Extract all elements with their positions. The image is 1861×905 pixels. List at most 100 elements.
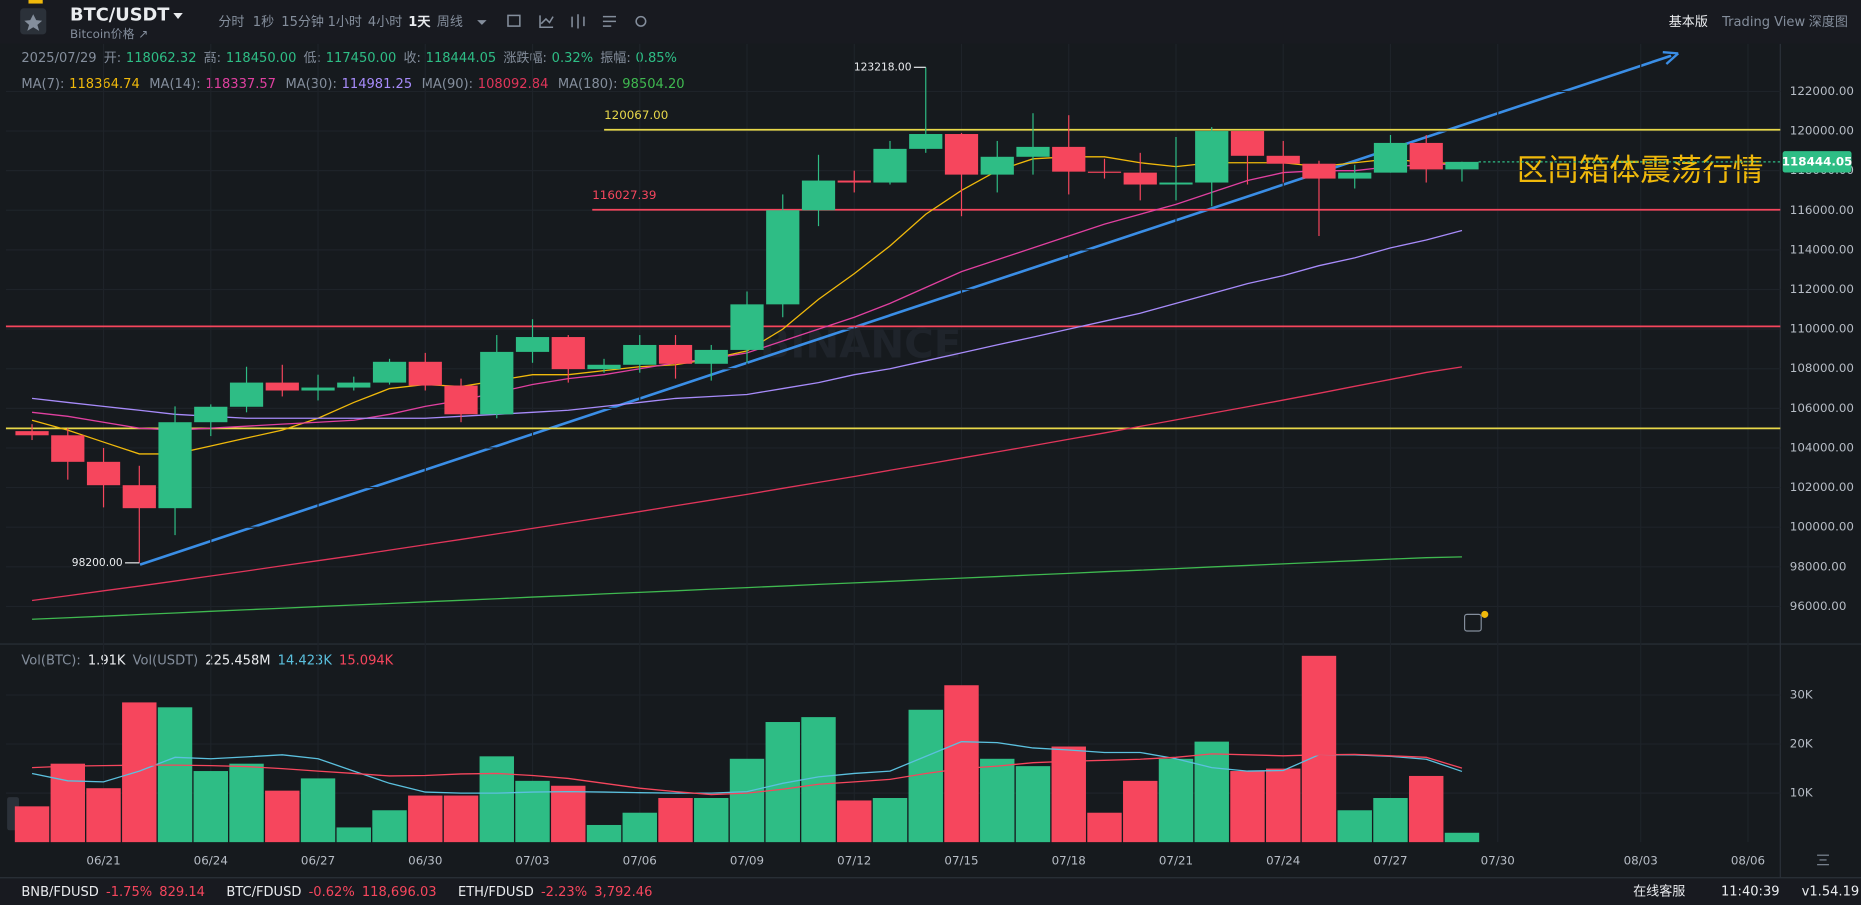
date: 2025/07/29	[21, 51, 96, 66]
volume-bar	[551, 785, 586, 843]
view-tabs: 基本版 Trading View 深度图	[1669, 14, 1848, 30]
candle-body	[1159, 182, 1193, 185]
ticker-price: 829.14	[159, 884, 205, 899]
indicator-icon[interactable]	[539, 15, 554, 29]
tool-icons	[507, 14, 647, 29]
x-tick-label: 08/06	[1731, 854, 1765, 868]
info-value: 0.85%	[636, 51, 677, 66]
symbol[interactable]: BTC/USDT	[70, 4, 170, 25]
volume-bar	[1087, 812, 1122, 843]
volume-bar	[622, 812, 657, 843]
axis-settings[interactable]	[1817, 854, 1829, 866]
x-tick-label: 08/03	[1624, 854, 1658, 868]
volume-ma-line	[32, 753, 1463, 796]
volume-bar	[944, 685, 979, 843]
view-tab[interactable]: 深度图	[1809, 14, 1848, 30]
vol-tick-label: 20K	[1790, 737, 1814, 751]
candle-body	[873, 148, 907, 183]
y-tick-label: 100000.00	[1790, 520, 1854, 534]
volume-bar	[980, 758, 1015, 843]
candle-body	[1195, 131, 1229, 183]
layout-icon[interactable]	[602, 15, 616, 27]
volume-bar	[1444, 832, 1480, 843]
watermark: BINANCE	[760, 320, 962, 367]
y-tick-label: 122000.00	[1790, 84, 1854, 98]
support[interactable]: 在线客服	[1633, 883, 1685, 899]
volume-bar	[765, 722, 800, 843]
x-tick-label: 06/21	[86, 854, 120, 868]
info-label: 振幅:	[600, 51, 631, 66]
volume-bar	[336, 827, 371, 843]
vol-tick-label: 10K	[1790, 786, 1814, 800]
info-value: 118450.00	[226, 51, 297, 66]
candle-body	[658, 344, 693, 364]
view-tab[interactable]: 基本版	[1669, 15, 1708, 30]
candle-body	[1302, 163, 1336, 179]
x-tick-label: 07/21	[1159, 854, 1193, 868]
volume-bar	[1123, 780, 1158, 843]
ticker-change: -2.23%	[541, 884, 587, 899]
interval-dropdown[interactable]	[477, 20, 487, 25]
candle-body	[408, 361, 442, 386]
volume-bar	[193, 771, 228, 843]
interval[interactable]: 1小时	[328, 15, 362, 30]
candle-body	[944, 134, 979, 175]
volume-bar	[1158, 758, 1194, 843]
ma-line	[31, 366, 1463, 602]
interval[interactable]: 周线	[437, 15, 463, 30]
candle-body	[51, 435, 85, 462]
vol-value: 1.91K	[88, 653, 126, 668]
x-tick-label: 07/06	[623, 854, 657, 868]
volume-bar	[14, 806, 50, 843]
candle-body	[86, 461, 121, 486]
x-tick-label: 07/09	[730, 854, 764, 868]
candle-body	[1373, 142, 1408, 173]
info-label: 开:	[104, 51, 121, 66]
interval[interactable]: 15分钟	[281, 14, 324, 30]
settings-icon[interactable]	[635, 15, 647, 27]
calendar-icon[interactable]	[507, 14, 521, 27]
interval[interactable]: 分时	[218, 15, 244, 30]
symbol-dropdown[interactable]	[173, 13, 183, 19]
status-bar	[0, 878, 1861, 905]
candle-icon[interactable]	[571, 14, 585, 29]
interval[interactable]: 1秒	[253, 15, 274, 30]
candle-body	[837, 180, 871, 183]
y-tick-label: 108000.00	[1790, 361, 1854, 375]
ma-name: MA(30):	[285, 77, 336, 92]
x-tick-label: 07/27	[1373, 854, 1407, 868]
volume-bar	[729, 758, 765, 843]
symbol-subtitle[interactable]: Bitcoin价格 ↗	[70, 27, 148, 41]
interval[interactable]: 4小时	[368, 15, 402, 30]
candle-body	[730, 304, 764, 350]
volume-bar	[443, 795, 479, 843]
candle-body	[1445, 161, 1479, 170]
volume-bar	[658, 798, 693, 843]
candle-body	[229, 382, 264, 407]
info-value: 0.32%	[552, 51, 593, 66]
interval[interactable]: 1天	[408, 15, 431, 30]
y-tick-label: 112000.00	[1790, 282, 1854, 296]
x-tick-label: 07/03	[515, 854, 549, 868]
candle-body	[694, 349, 728, 364]
alert-icon[interactable]	[1463, 613, 1482, 632]
y-tick-label: 110000.00	[1790, 322, 1854, 336]
toolbar	[0, 0, 1861, 44]
candle-body	[444, 385, 478, 415]
volume-bar	[872, 798, 908, 843]
y-tick-label: 120000.00	[1790, 124, 1854, 138]
x-tick-label: 07/24	[1266, 854, 1300, 868]
candle-body	[480, 351, 514, 415]
volume-bar	[1373, 798, 1408, 843]
ticker-pair: BNB/FDUSD	[21, 884, 99, 899]
volume-bar	[586, 824, 622, 843]
candle-body	[122, 485, 156, 509]
ma-name: MA(180):	[558, 77, 618, 92]
candle-body	[265, 382, 299, 391]
accent	[28, 0, 43, 4]
view-tab[interactable]: Trading View	[1721, 15, 1805, 30]
info-label: 低:	[304, 51, 321, 66]
candle-body	[1266, 155, 1300, 164]
candle-body	[15, 431, 49, 436]
vol-label: Vol(BTC):	[21, 653, 80, 668]
